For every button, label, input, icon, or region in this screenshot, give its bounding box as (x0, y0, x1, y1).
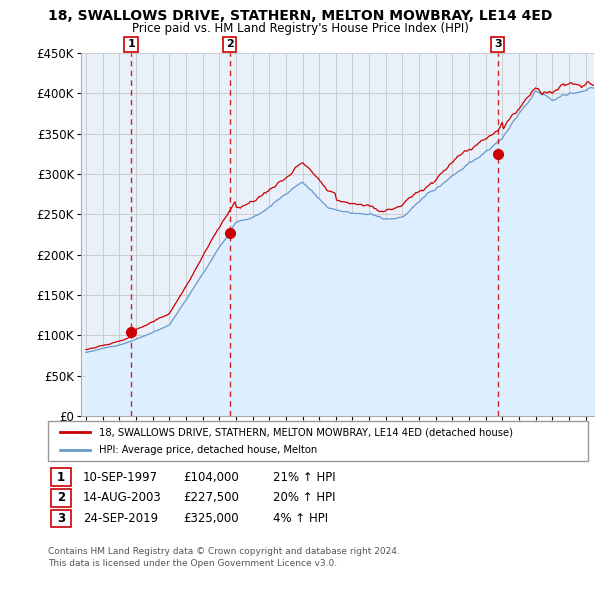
Text: 2: 2 (57, 491, 65, 504)
Text: 10-SEP-1997: 10-SEP-1997 (83, 471, 158, 484)
Text: £325,000: £325,000 (183, 512, 239, 525)
Text: Price paid vs. HM Land Registry's House Price Index (HPI): Price paid vs. HM Land Registry's House … (131, 22, 469, 35)
Text: 2: 2 (226, 40, 233, 50)
Text: 18, SWALLOWS DRIVE, STATHERN, MELTON MOWBRAY, LE14 4ED (detached house): 18, SWALLOWS DRIVE, STATHERN, MELTON MOW… (99, 428, 513, 438)
Text: 18, SWALLOWS DRIVE, STATHERN, MELTON MOWBRAY, LE14 4ED: 18, SWALLOWS DRIVE, STATHERN, MELTON MOW… (48, 9, 552, 23)
Text: 3: 3 (57, 512, 65, 525)
Text: Contains HM Land Registry data © Crown copyright and database right 2024.: Contains HM Land Registry data © Crown c… (48, 547, 400, 556)
Text: £227,500: £227,500 (183, 491, 239, 504)
Text: 1: 1 (57, 471, 65, 484)
Text: This data is licensed under the Open Government Licence v3.0.: This data is licensed under the Open Gov… (48, 559, 337, 568)
Text: 4% ↑ HPI: 4% ↑ HPI (273, 512, 328, 525)
Text: 14-AUG-2003: 14-AUG-2003 (83, 491, 161, 504)
Text: 3: 3 (494, 40, 502, 50)
Text: 1: 1 (127, 40, 135, 50)
Text: 21% ↑ HPI: 21% ↑ HPI (273, 471, 335, 484)
Text: £104,000: £104,000 (183, 471, 239, 484)
Text: 20% ↑ HPI: 20% ↑ HPI (273, 491, 335, 504)
Text: HPI: Average price, detached house, Melton: HPI: Average price, detached house, Melt… (99, 445, 317, 455)
Text: 24-SEP-2019: 24-SEP-2019 (83, 512, 158, 525)
